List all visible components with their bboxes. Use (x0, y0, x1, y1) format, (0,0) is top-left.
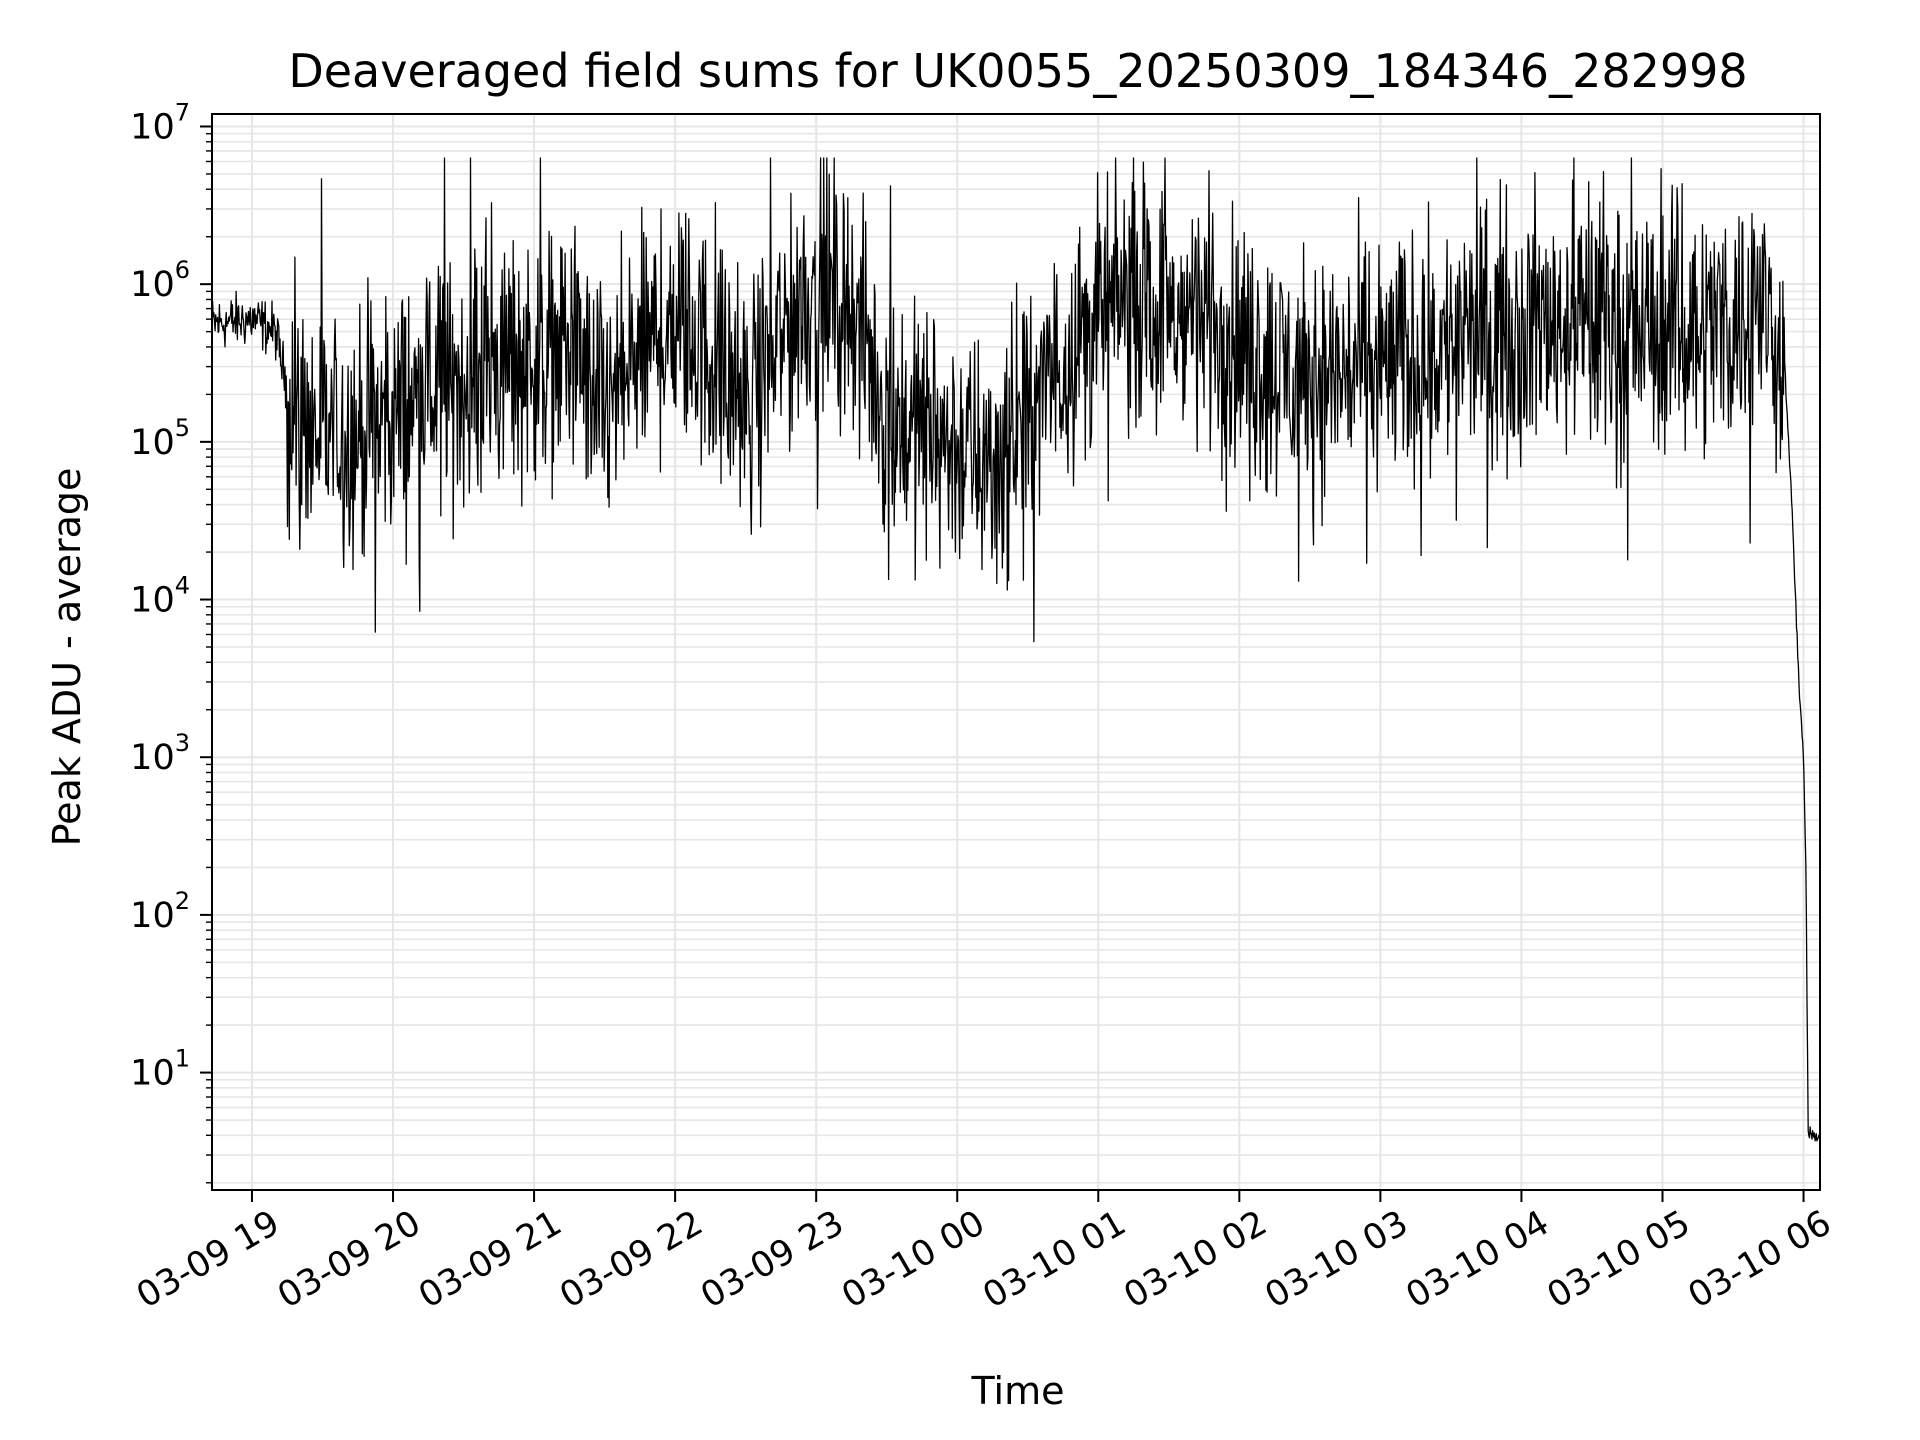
y-tick-label: 106 (130, 256, 190, 305)
y-tick-label: 107 (130, 98, 190, 147)
y-tick-label: 102 (130, 887, 190, 936)
y-tick-label: 103 (130, 729, 190, 778)
series-line (211, 157, 1821, 1142)
plot-frame (211, 113, 1821, 1191)
y-axis-label: Peak ADU - average (45, 468, 89, 847)
y-tick-label: 104 (130, 572, 190, 621)
chart-title: Deaveraged field sums for UK0055_2025030… (288, 44, 1747, 98)
x-axis-label: Time (971, 1369, 1065, 1413)
y-tick-label: 101 (130, 1045, 190, 1094)
y-tick-label: 105 (130, 414, 190, 463)
series-layer (211, 157, 1821, 1142)
